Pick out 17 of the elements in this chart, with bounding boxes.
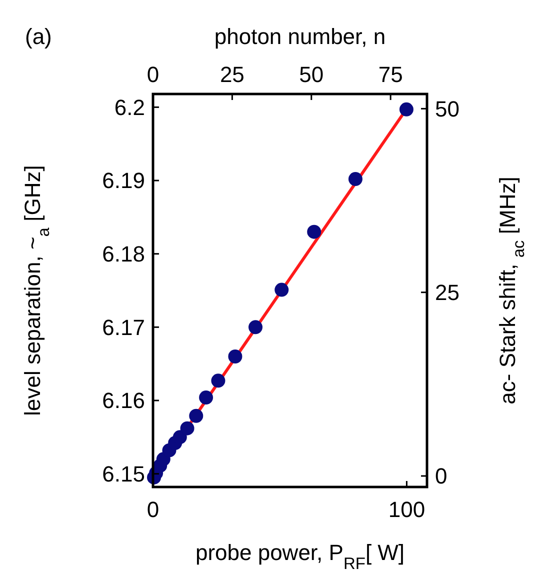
y2-tick-label: 50 xyxy=(435,96,460,122)
x-tick-label: 100 xyxy=(388,497,426,522)
text: (a) xyxy=(25,24,52,49)
y-tick-label: 6.18 xyxy=(102,242,145,267)
x2-tick-label: 50 xyxy=(299,62,324,87)
x-axis-title: probe power, P$_{RF}$[ W] xyxy=(195,540,405,573)
y-tick-label: 6.19 xyxy=(102,168,145,194)
y2-tick-label: 25 xyxy=(435,280,460,306)
y-tick-label: 6.2 xyxy=(114,94,145,120)
x2-tick-label: 25 xyxy=(220,62,244,87)
y-tick-label: 6.15 xyxy=(102,462,145,486)
y2-tick-label: 0 xyxy=(435,464,448,489)
x2-tick-label: 0 xyxy=(146,62,160,87)
x2-axis-title: photon number, n xyxy=(214,24,386,49)
y-tick-label: 6.16 xyxy=(102,388,145,414)
x2-tick-label: 75 xyxy=(378,62,403,87)
y-tick-label: 6.17 xyxy=(102,314,145,340)
